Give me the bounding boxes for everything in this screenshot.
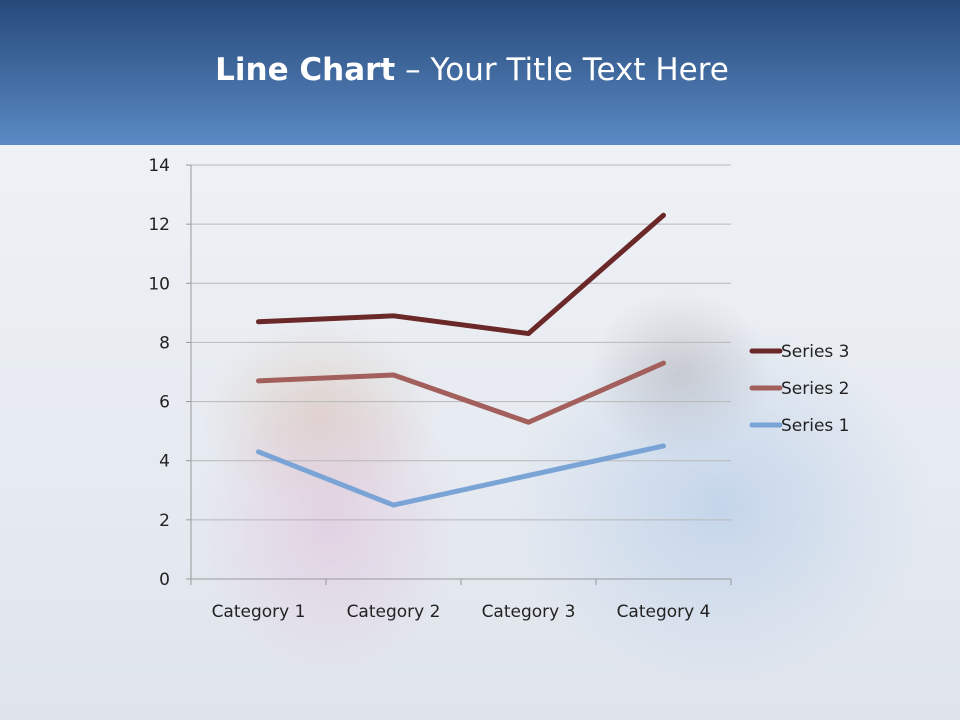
y-tick-label: 8 [159,333,170,353]
y-tick-label: 2 [159,511,170,531]
x-tick-label: Category 1 [212,602,306,622]
title-bold: Line Chart [215,52,396,88]
y-tick-label: 4 [159,452,170,472]
x-tick-label: Category 2 [347,602,441,622]
y-tick-label: 6 [159,393,170,413]
slide-title: Line Chart – Your Title Text Here [0,52,944,88]
y-tick-label: 0 [159,570,170,590]
title-banner [0,0,960,145]
y-tick-label: 12 [148,215,170,235]
y-tick-label: 14 [148,156,170,176]
legend-label: Series 2 [781,379,850,399]
background-photo [0,145,960,720]
legend-label: Series 1 [781,416,850,436]
x-tick-label: Category 3 [482,602,576,622]
y-tick-label: 10 [148,274,170,294]
x-tick-label: Category 4 [617,602,711,622]
series-line-series-1 [256,443,666,508]
title-rest: – Your Title Text Here [395,52,729,88]
series-line-series-3 [256,212,666,337]
legend-label: Series 3 [781,342,850,362]
series-line-series-2 [256,360,666,425]
